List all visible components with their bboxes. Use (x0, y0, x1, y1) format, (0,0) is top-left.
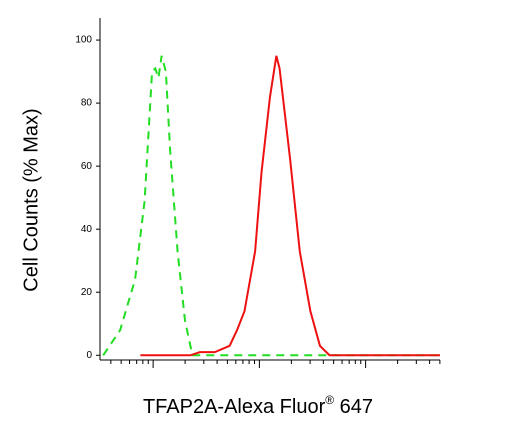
x-axis-label: TFAP2A-Alexa Fluor® 647 (143, 393, 373, 418)
x-axis-label-main: TFAP2A-Alexa Fluor (143, 396, 326, 418)
series-line (140, 55, 440, 357)
y-tick-label: 20 (81, 287, 93, 298)
y-tick-label: 0 (86, 350, 92, 361)
x-axis-label-mark: ® (325, 393, 334, 407)
y-tick-label: 40 (81, 224, 93, 235)
x-axis-label-tail: 647 (334, 396, 373, 418)
y-tick-label: 60 (81, 161, 93, 172)
y-tick-label: 100 (75, 35, 92, 46)
y-axis-label: Cell Counts (% Max) (20, 108, 42, 291)
y-tick-label: 80 (81, 98, 93, 109)
